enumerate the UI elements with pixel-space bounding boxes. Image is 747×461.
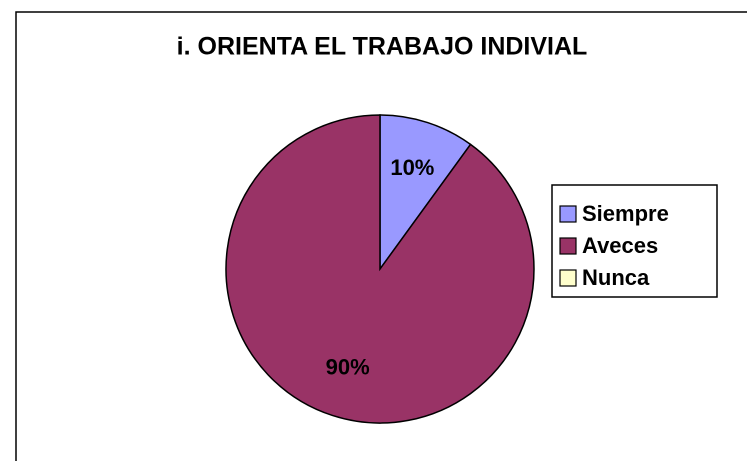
legend-label: Aveces bbox=[582, 233, 658, 258]
pie-slice bbox=[225, 114, 535, 424]
legend-swatch bbox=[559, 205, 577, 223]
legend-label: Nunca bbox=[582, 265, 650, 290]
legend-swatch bbox=[559, 269, 577, 287]
legend bbox=[551, 184, 718, 298]
data-label: 90% bbox=[326, 354, 370, 379]
legend-swatch bbox=[559, 237, 577, 255]
pie-slice bbox=[379, 114, 472, 272]
chart-title: i. ORIENTA EL TRABAJO INDIVIAL bbox=[177, 33, 588, 61]
legend-label: Siempre bbox=[582, 201, 669, 226]
data-label: 10% bbox=[390, 155, 434, 180]
